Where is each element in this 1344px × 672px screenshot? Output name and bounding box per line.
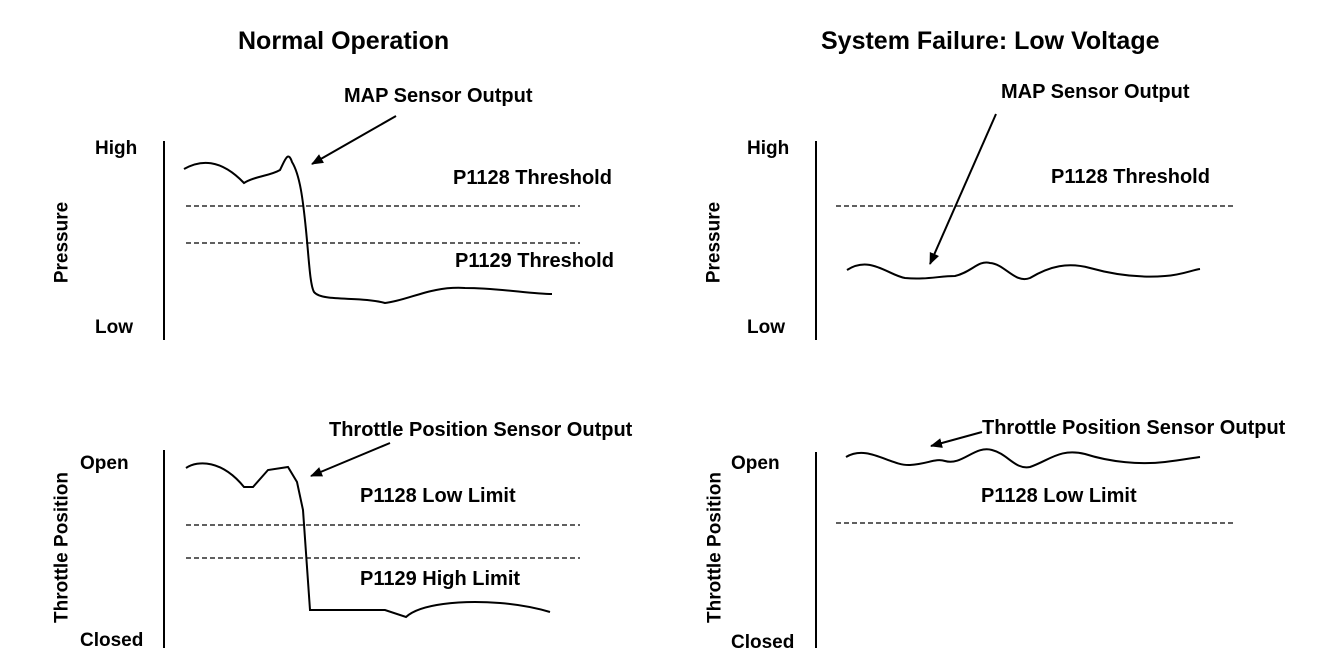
normal-p1129-high-limit-label: P1129 High Limit: [360, 568, 521, 590]
normal-throttle-y-axis-label: Throttle Position: [51, 472, 73, 623]
failure-throttle-tick-closed: Closed: [731, 632, 795, 653]
failure-map-sensor-arrow: [929, 113, 997, 265]
normal-throttle-sensor-arrow: [310, 442, 391, 477]
failure-pressure-tick-low: Low: [747, 317, 785, 338]
failure-throttle-tick-open: Open: [731, 453, 780, 474]
failure-map-sensor-curve: [846, 261, 1201, 281]
failure-pressure-y-axis-label: Pressure: [703, 201, 725, 284]
normal-throttle-tick-open: Open: [80, 453, 129, 474]
failure-pressure-tick-high: High: [747, 138, 790, 159]
normal-p1128-threshold-label: P1128 Threshold: [453, 167, 612, 189]
normal-p1128-low-limit-label: P1128 Low Limit: [360, 485, 516, 507]
normal-map-sensor-label: MAP Sensor Output: [344, 85, 533, 107]
failure-p1128-threshold-label: P1128 Threshold: [1051, 166, 1210, 188]
normal-map-sensor-curve: [183, 155, 553, 305]
failure-panel-title: System Failure: Low Voltage: [821, 27, 1160, 55]
normal-throttle-sensor-curve: [185, 462, 551, 619]
normal-pressure-tick-low: Low: [95, 317, 133, 338]
normal-pressure-tick-high: High: [95, 138, 138, 159]
failure-map-sensor-label: MAP Sensor Output: [1001, 81, 1190, 103]
normal-throttle-sensor-label: Throttle Position Sensor Output: [329, 419, 633, 441]
failure-throttle-sensor-curve: [845, 448, 1201, 469]
normal-panel-title: Normal Operation: [238, 27, 450, 55]
failure-throttle-sensor-label: Throttle Position Sensor Output: [982, 417, 1286, 439]
failure-throttle-y-axis-label: Throttle Position: [704, 472, 726, 623]
normal-p1129-threshold-label: P1129 Threshold: [455, 250, 614, 272]
failure-p1128-low-limit-label: P1128 Low Limit: [981, 485, 1137, 507]
normal-throttle-tick-closed: Closed: [80, 630, 144, 651]
failure-throttle-sensor-arrow: [930, 431, 983, 448]
normal-map-sensor-arrow: [311, 115, 397, 165]
normal-pressure-y-axis-label: Pressure: [51, 201, 73, 284]
